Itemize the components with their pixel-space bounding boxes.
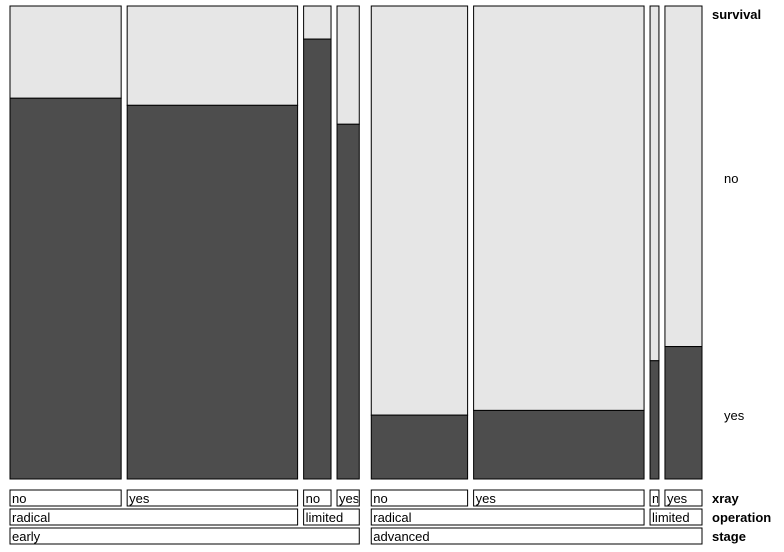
- xray-label-advanced-radical-no-box: [370, 489, 469, 507]
- tile-early-radical-yes-yes: [126, 104, 299, 480]
- xray-label-early-radical-no: no: [9, 489, 122, 507]
- tile-early-radical-no-no: [9, 5, 122, 99]
- operation-label-early-limited-box: [303, 508, 360, 526]
- xray-label-early-radical-no-box: [9, 489, 122, 507]
- stage-label-advanced: advanced: [370, 527, 703, 545]
- xray-label-advanced-radical-no-text: no: [373, 491, 387, 506]
- xray-label-advanced-radical-yes-box: [473, 489, 645, 507]
- xray-label-advanced-radical-yes-text: yes: [476, 491, 497, 506]
- xray-label-early-radical-yes-box: [126, 489, 299, 507]
- tile-advanced-radical-yes-no: [473, 5, 645, 411]
- tile-advanced-radical-no-no: [370, 5, 469, 416]
- xray-label-early-limited-no-box: [303, 489, 332, 507]
- tile-advanced-radical-no-yes: [370, 414, 469, 480]
- xray-label-early-radical-yes-text: yes: [129, 491, 150, 506]
- stage-label-early: early: [9, 527, 360, 545]
- tile-early-limited-yes-yes: [336, 123, 360, 480]
- tile-early-radical-yes-no: [126, 5, 299, 106]
- xray-label-advanced-limited-yes: yes: [664, 489, 703, 507]
- response-level-yes-label: yes: [724, 408, 745, 423]
- operation-label-early-limited-text: limited: [306, 510, 344, 525]
- xray-label-advanced-limited-no-box: [649, 489, 660, 507]
- operation-label-advanced-radical: radical: [370, 508, 645, 526]
- stage-factor-label: stage: [712, 529, 746, 544]
- xray-label-advanced-limited-yes-box: [664, 489, 703, 507]
- xray-label-advanced-radical-yes: yes: [473, 489, 645, 507]
- operation-label-advanced-radical-box: [370, 508, 645, 526]
- response-title: survival: [712, 7, 761, 22]
- xray-label-early-limited-yes-text: yes: [339, 491, 360, 506]
- mosaic-tiles: [9, 5, 703, 480]
- xray-label-early-limited-no: no: [303, 489, 332, 507]
- tile-early-limited-no-no: [303, 5, 332, 40]
- tile-advanced-radical-yes-yes: [473, 409, 645, 480]
- operation-label-early-limited: limited: [303, 508, 360, 526]
- tile-early-radical-no-yes: [9, 97, 122, 480]
- stage-label-advanced-box: [370, 527, 703, 545]
- tile-advanced-limited-no-yes: [649, 360, 660, 480]
- tile-advanced-limited-yes-no: [664, 5, 703, 348]
- operation-label-early-radical-text: radical: [12, 510, 50, 525]
- xray-factor-label: xray: [712, 491, 740, 506]
- xray-label-early-radical-yes: yes: [126, 489, 299, 507]
- stage-label-early-box: [9, 527, 360, 545]
- tile-advanced-limited-no-no: [649, 5, 660, 362]
- xray-label-early-limited-no-text: no: [306, 491, 320, 506]
- xray-label-advanced-limited-no: n: [649, 489, 660, 507]
- xray-label-advanced-radical-no: no: [370, 489, 469, 507]
- stage-label-advanced-text: advanced: [373, 529, 429, 544]
- operation-label-early-radical-box: [9, 508, 299, 526]
- operation-label-advanced-limited-text: limited: [652, 510, 690, 525]
- xray-label-early-radical-no-text: no: [12, 491, 26, 506]
- xray-label-early-limited-yes: yes: [336, 489, 360, 507]
- stage-label-early-text: early: [12, 529, 41, 544]
- xray-label-advanced-limited-no-text: n: [652, 491, 659, 506]
- operation-label-advanced-limited: limited: [649, 508, 703, 526]
- operation-label-advanced-limited-box: [649, 508, 703, 526]
- tile-early-limited-yes-no: [336, 5, 360, 125]
- response-level-no-label: no: [724, 171, 738, 186]
- operation-label-advanced-radical-text: radical: [373, 510, 411, 525]
- xray-label-advanced-limited-yes-text: yes: [667, 491, 688, 506]
- tile-advanced-limited-yes-yes: [664, 346, 703, 480]
- tile-early-limited-no-yes: [303, 38, 332, 480]
- xray-label-early-limited-yes-box: [336, 489, 360, 507]
- operation-label-early-radical: radical: [9, 508, 299, 526]
- operation-factor-label: operation: [712, 510, 771, 525]
